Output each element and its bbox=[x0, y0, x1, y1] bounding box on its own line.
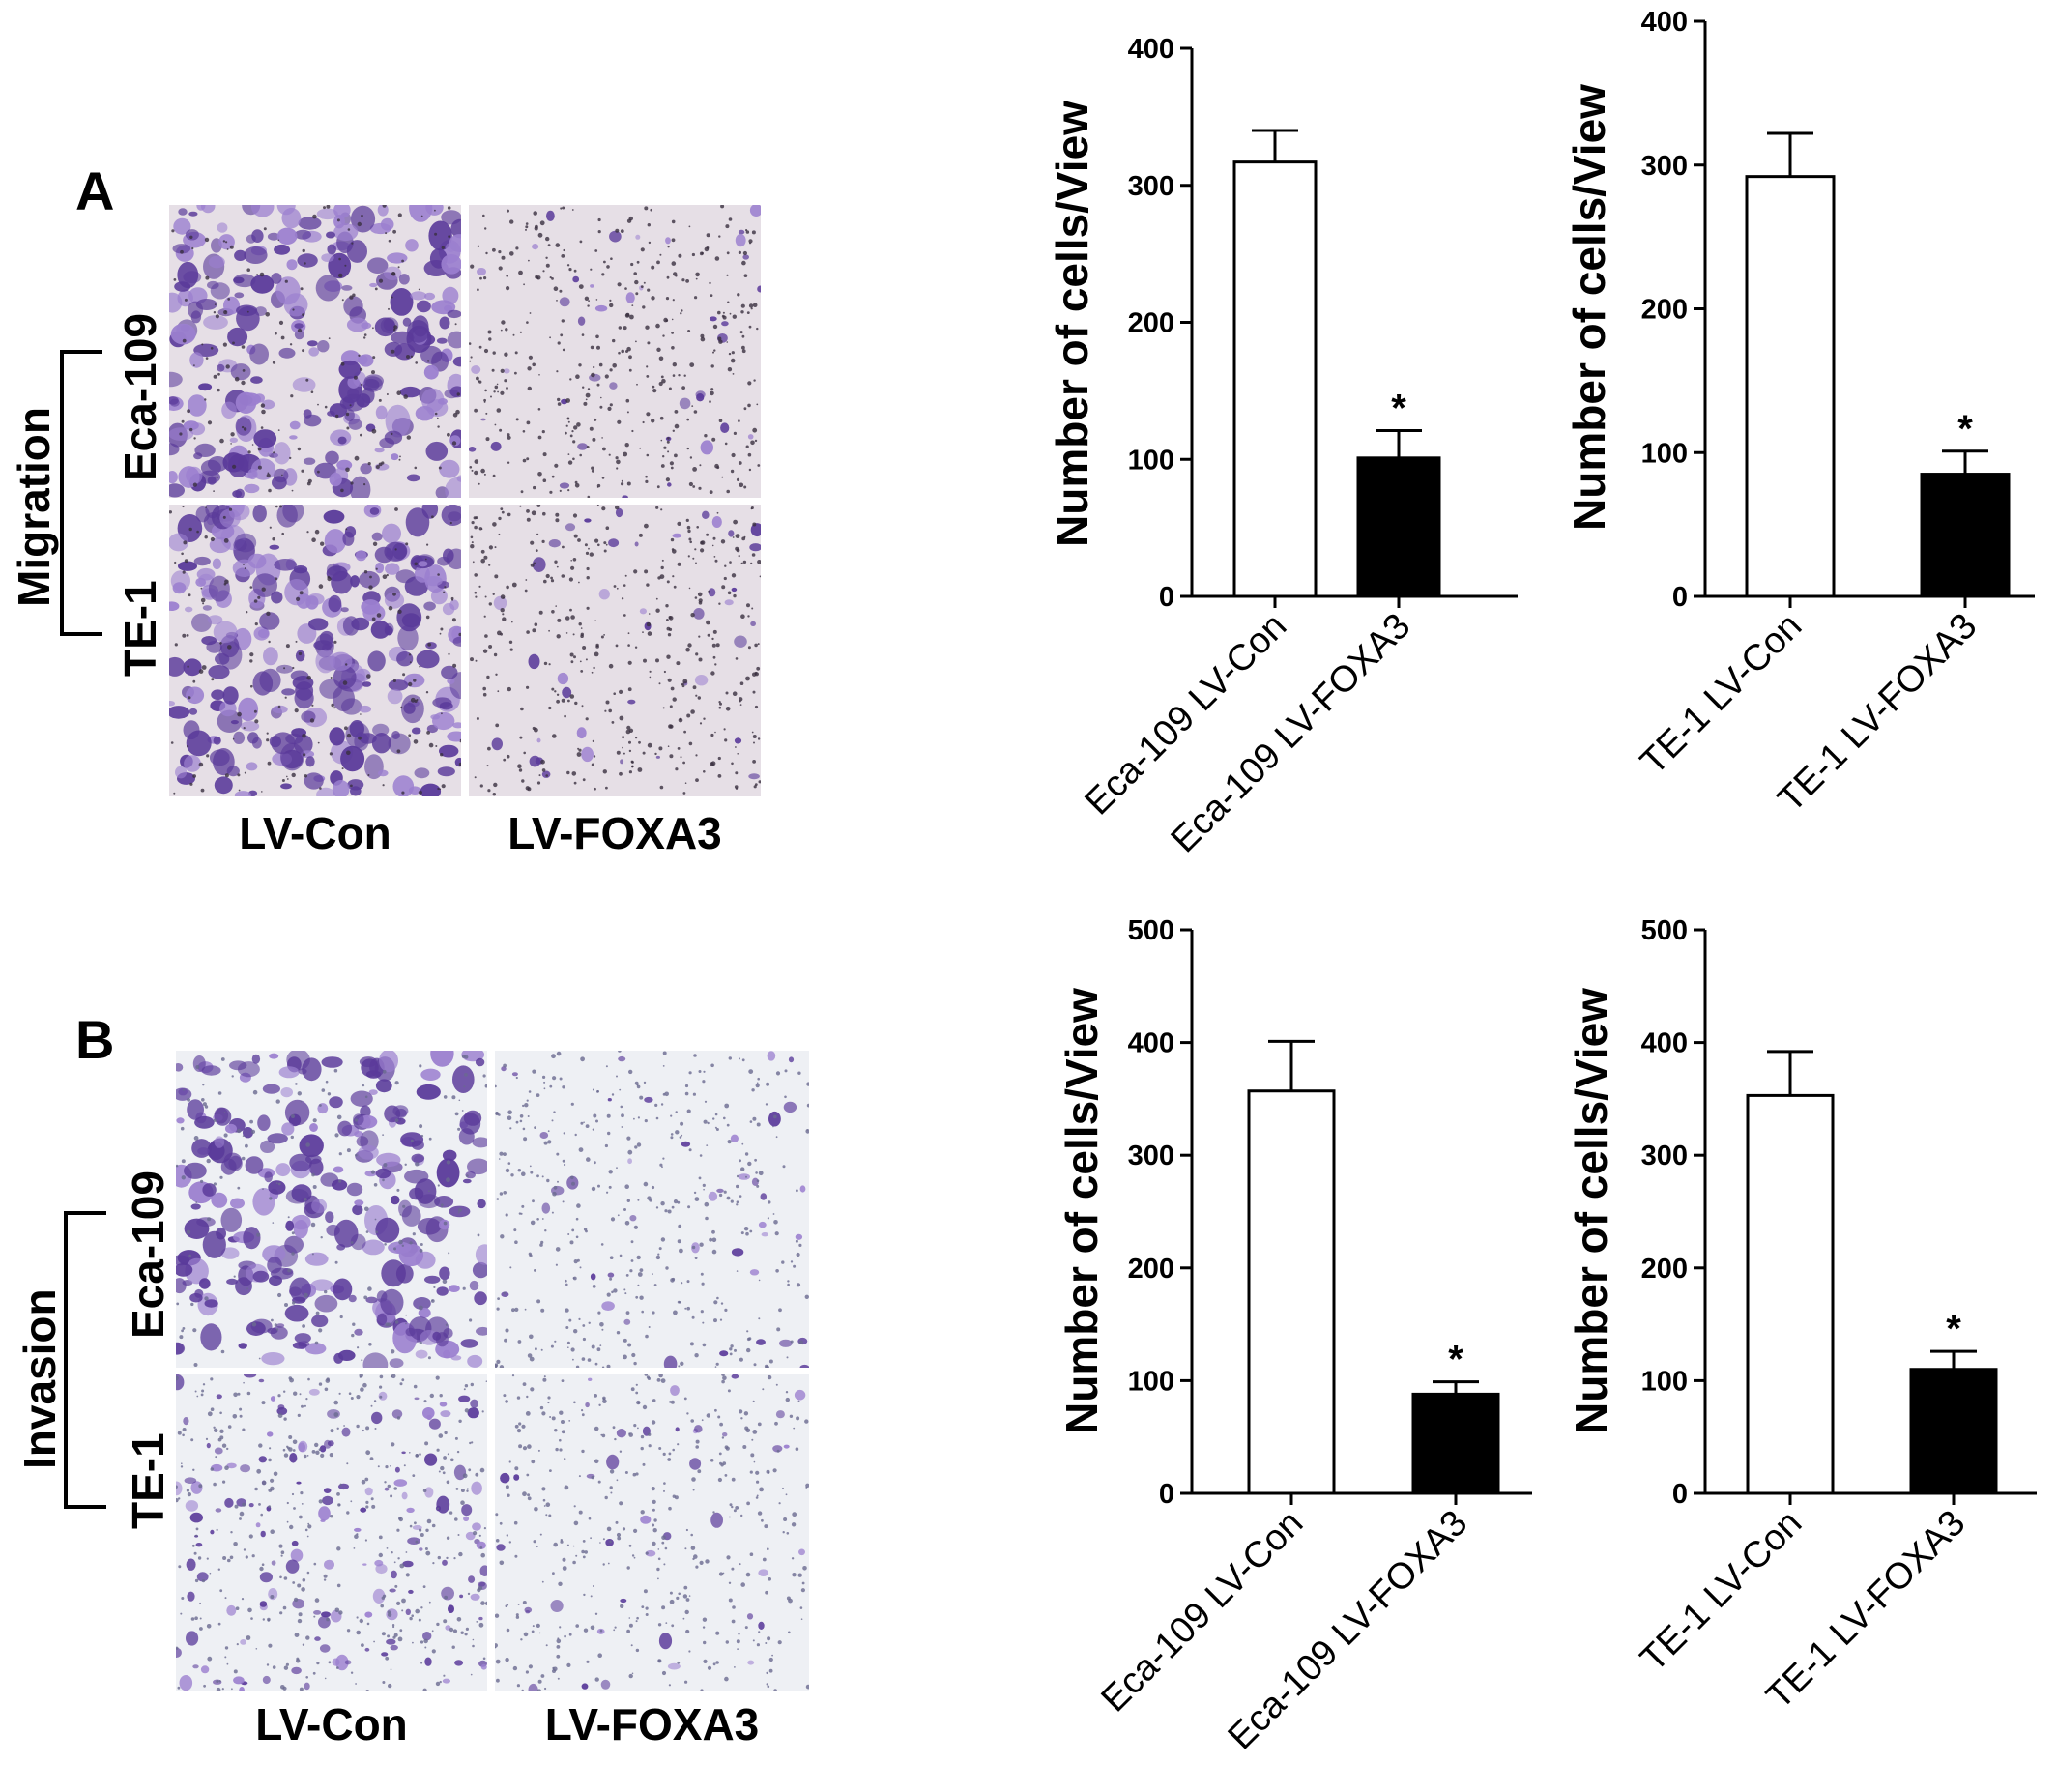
micrograph-b-te1-lvcon bbox=[176, 1374, 487, 1691]
panel-a-col-label-2: LV-FOXA3 bbox=[507, 808, 722, 858]
chart-3-y-tick-label-4: 400 bbox=[1128, 1028, 1174, 1059]
chart-1-category-label-1: Eca-109 LV-FOXA3 bbox=[1164, 606, 1419, 861]
chart-4-y-tick-label-4: 400 bbox=[1641, 1028, 1688, 1059]
chart-2-y-tick-label-4: 400 bbox=[1641, 7, 1688, 38]
chart-1-y-tick-label-2: 200 bbox=[1128, 308, 1174, 339]
panel-b-col-label-1: LV-Con bbox=[255, 1699, 408, 1749]
chart-2-bar-1 bbox=[1920, 473, 2011, 598]
micrograph-a-te1-lvfoxa3 bbox=[469, 505, 761, 796]
panel-a-col-label-1: LV-Con bbox=[239, 808, 391, 858]
micrograph-b-eca109-lvcon bbox=[176, 1051, 487, 1368]
micrograph-b-eca109-lvfoxa3 bbox=[495, 1051, 809, 1368]
chart-3-y-tick-label-3: 300 bbox=[1128, 1141, 1174, 1171]
micrograph-b-te1-lvfoxa3 bbox=[495, 1374, 809, 1691]
micrograph-a-eca109-lvcon bbox=[169, 205, 461, 498]
chart-1-bar-1 bbox=[1356, 456, 1441, 598]
chart-1-y-tick-label-3: 300 bbox=[1128, 171, 1174, 202]
chart-4-y-tick-label-1: 100 bbox=[1641, 1366, 1688, 1397]
chart-3-bar-0 bbox=[1247, 1089, 1336, 1495]
chart-1-significance-1: * bbox=[1391, 387, 1406, 429]
chart-3-y-tick-label-2: 200 bbox=[1128, 1254, 1174, 1285]
chart-2-y-tick-label-2: 200 bbox=[1641, 295, 1688, 326]
chart-2-y-tick-label-1: 100 bbox=[1641, 438, 1688, 469]
chart-2-bar-0 bbox=[1745, 175, 1836, 598]
chart-4-significance-1: * bbox=[1946, 1308, 1961, 1350]
chart-3-y-tick-label-0: 0 bbox=[1159, 1479, 1174, 1510]
chart-3-bar-1 bbox=[1411, 1392, 1500, 1495]
panel-b-letter: B bbox=[75, 1009, 115, 1070]
chart-4-y-tick-label-0: 0 bbox=[1672, 1479, 1688, 1510]
chart-1-y-axis-label: Number of cells/View bbox=[1047, 101, 1097, 547]
panel-a-letter: A bbox=[75, 160, 115, 221]
panel-b-bracket bbox=[64, 1211, 106, 1509]
chart-2-y-axis-label: Number of cells/View bbox=[1564, 84, 1614, 531]
chart-1-y-tick-label-4: 400 bbox=[1128, 34, 1174, 65]
panel-b-col-label-2: LV-FOXA3 bbox=[544, 1699, 760, 1749]
chart-2-category-label-0: TE-1 LV-Con bbox=[1633, 606, 1810, 783]
chart-4-y-axis-label: Number of cells/View bbox=[1566, 988, 1616, 1434]
chart-1-y-tick-label-1: 100 bbox=[1128, 445, 1174, 476]
chart-3-y-tick-label-1: 100 bbox=[1128, 1366, 1174, 1397]
chart-1-y-tick-label-0: 0 bbox=[1159, 582, 1174, 613]
chart-4-category-label-0: TE-1 LV-Con bbox=[1633, 1503, 1810, 1680]
micrograph-a-eca109-lvfoxa3 bbox=[469, 205, 761, 498]
micrograph-a-te1-lvcon bbox=[169, 505, 461, 796]
chart-2-y-tick-label-3: 300 bbox=[1641, 151, 1688, 182]
chart-3-y-axis-label: Number of cells/View bbox=[1057, 988, 1107, 1434]
chart-2-significance-1: * bbox=[1957, 408, 1973, 450]
chart-4-y-tick-label-3: 300 bbox=[1641, 1141, 1688, 1171]
chart-4-y-tick-label-5: 500 bbox=[1641, 915, 1688, 946]
chart-3-y-tick-label-5: 500 bbox=[1128, 915, 1174, 946]
chart-4-bar-0 bbox=[1746, 1093, 1835, 1495]
chart-1-bar-0 bbox=[1232, 160, 1318, 598]
chart-3-significance-1: * bbox=[1448, 1339, 1463, 1381]
chart-4-bar-1 bbox=[1909, 1368, 1998, 1495]
chart-4-y-tick-label-2: 200 bbox=[1641, 1254, 1688, 1285]
panel-a-bracket bbox=[60, 350, 102, 636]
chart-2-y-tick-label-0: 0 bbox=[1672, 582, 1688, 613]
